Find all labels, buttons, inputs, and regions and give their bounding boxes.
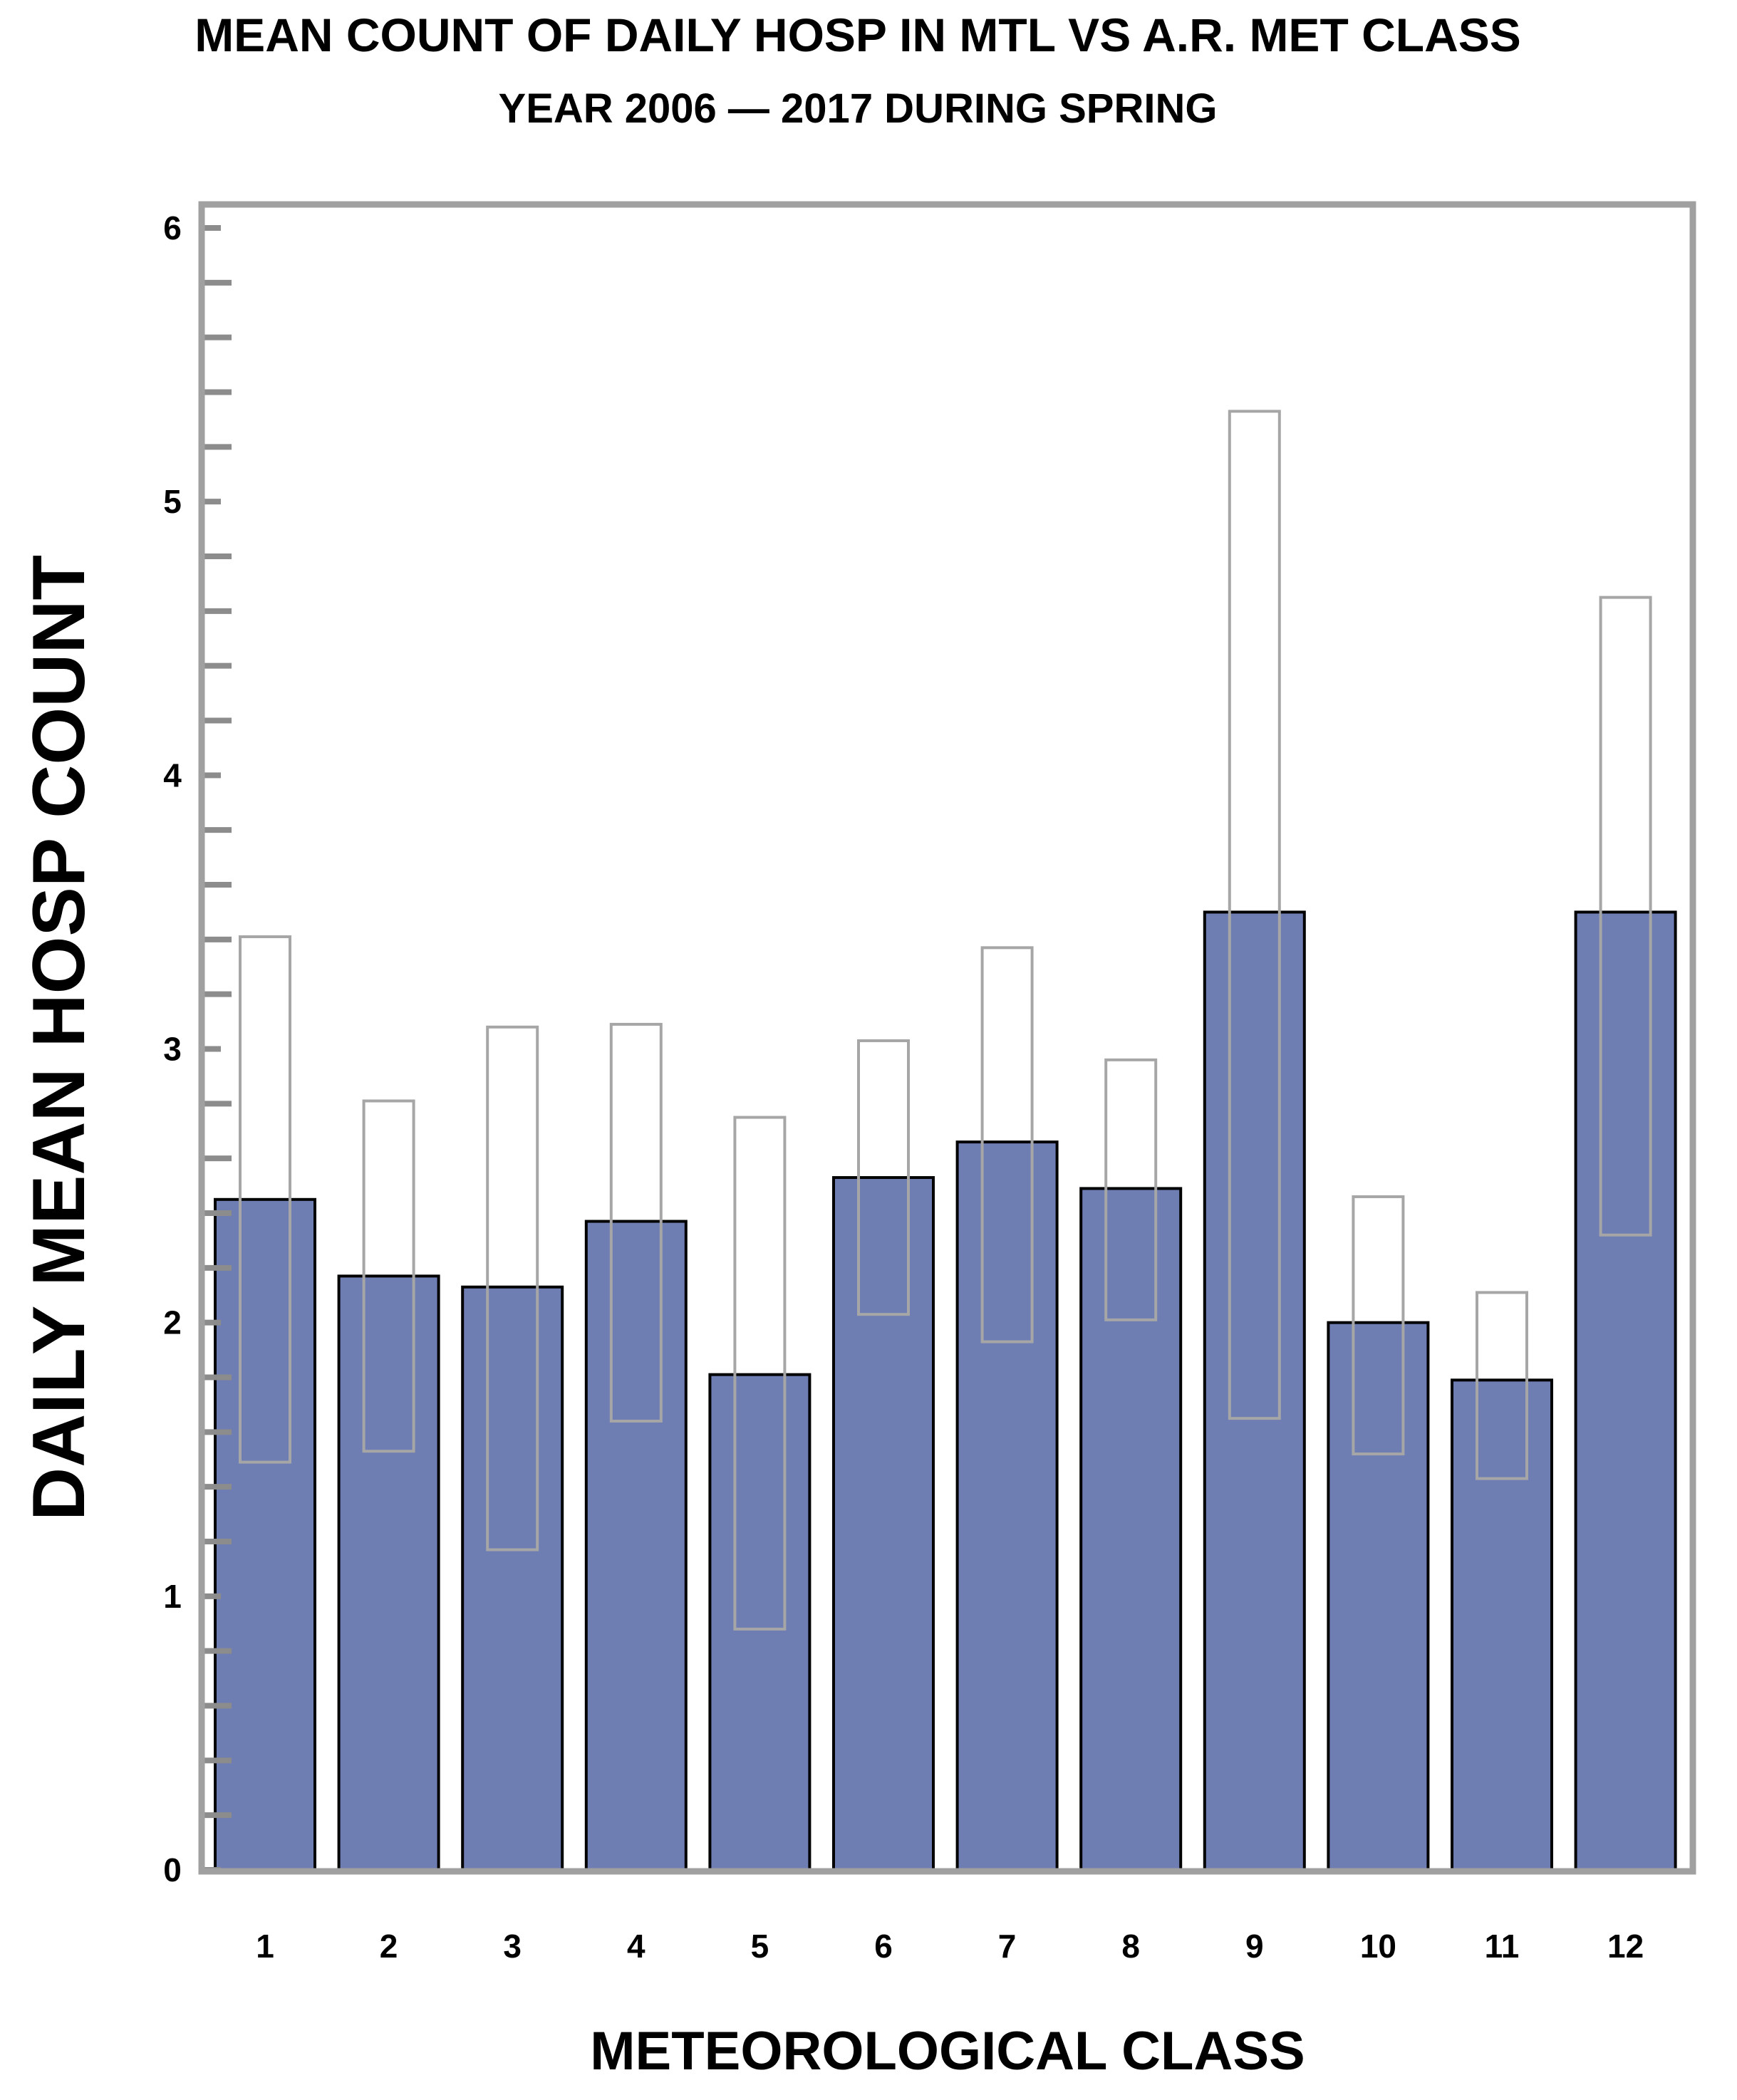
bar	[337, 1274, 440, 1871]
x-tick-label: 2	[380, 1928, 398, 1965]
bar	[1203, 910, 1306, 1871]
bar	[1451, 1378, 1553, 1871]
x-tick-label: 4	[627, 1928, 645, 1965]
y-tick-label: 0	[163, 1851, 182, 1888]
y-tick-label: 3	[163, 1031, 182, 1068]
chart-subtitle: YEAR 2006 — 2017 DURING SPRING	[499, 85, 1218, 132]
interval-box	[1476, 1291, 1528, 1480]
plot-marks	[214, 910, 1677, 1872]
interval-marks	[239, 410, 1652, 1631]
bar	[1574, 910, 1677, 1871]
interval-box	[1352, 1195, 1405, 1456]
bar	[708, 1373, 812, 1871]
x-tick-label: 11	[1485, 1928, 1520, 1965]
interval-box	[857, 1039, 910, 1316]
x-tick-label: 8	[1121, 1928, 1140, 1965]
x-axis-tick-labels: 1 2 3 4 5 6 7 8 9 10 11 12	[256, 1928, 1644, 1965]
x-tick-label: 10	[1360, 1928, 1396, 1965]
interval-box	[239, 935, 291, 1464]
chart-title: MEAN COUNT OF DAILY HOSP IN MTL VS A.R. …	[195, 9, 1521, 61]
interval-box	[980, 946, 1034, 1343]
x-tick-label: 5	[751, 1928, 769, 1965]
y-axis-ticks: 0 1 2 3 4 5 6	[163, 209, 232, 1888]
x-axis-title: METEOROLOGICAL CLASS	[590, 2021, 1305, 2081]
bar	[214, 1197, 316, 1871]
bar	[1079, 1187, 1183, 1872]
interval-box	[486, 1025, 539, 1551]
x-tick-label: 6	[874, 1928, 893, 1965]
interval-box	[1104, 1058, 1158, 1321]
plot-frame	[198, 201, 1696, 1875]
interval-box	[1228, 410, 1281, 1420]
y-tick-label: 6	[163, 209, 182, 246]
y-axis-title: DAILY MEAN HOSP COUNT	[18, 555, 100, 1521]
y-tick-label: 1	[163, 1578, 182, 1615]
y-tick-label: 5	[163, 483, 182, 520]
x-tick-label: 12	[1607, 1928, 1644, 1965]
x-tick-label: 3	[503, 1928, 522, 1965]
bar	[955, 1140, 1059, 1872]
y-tick-label: 2	[163, 1304, 182, 1341]
bar	[461, 1285, 564, 1871]
bar	[832, 1176, 935, 1871]
interval-box	[733, 1116, 787, 1631]
interval-box	[1599, 596, 1652, 1237]
x-tick-label: 7	[998, 1928, 1017, 1965]
interval-box	[609, 1022, 663, 1423]
x-tick-label: 1	[256, 1928, 274, 1965]
y-tick-label: 4	[163, 757, 182, 794]
interval-box	[362, 1099, 415, 1453]
x-tick-label: 9	[1245, 1928, 1264, 1965]
bar	[584, 1220, 688, 1871]
bar	[1327, 1321, 1430, 1871]
